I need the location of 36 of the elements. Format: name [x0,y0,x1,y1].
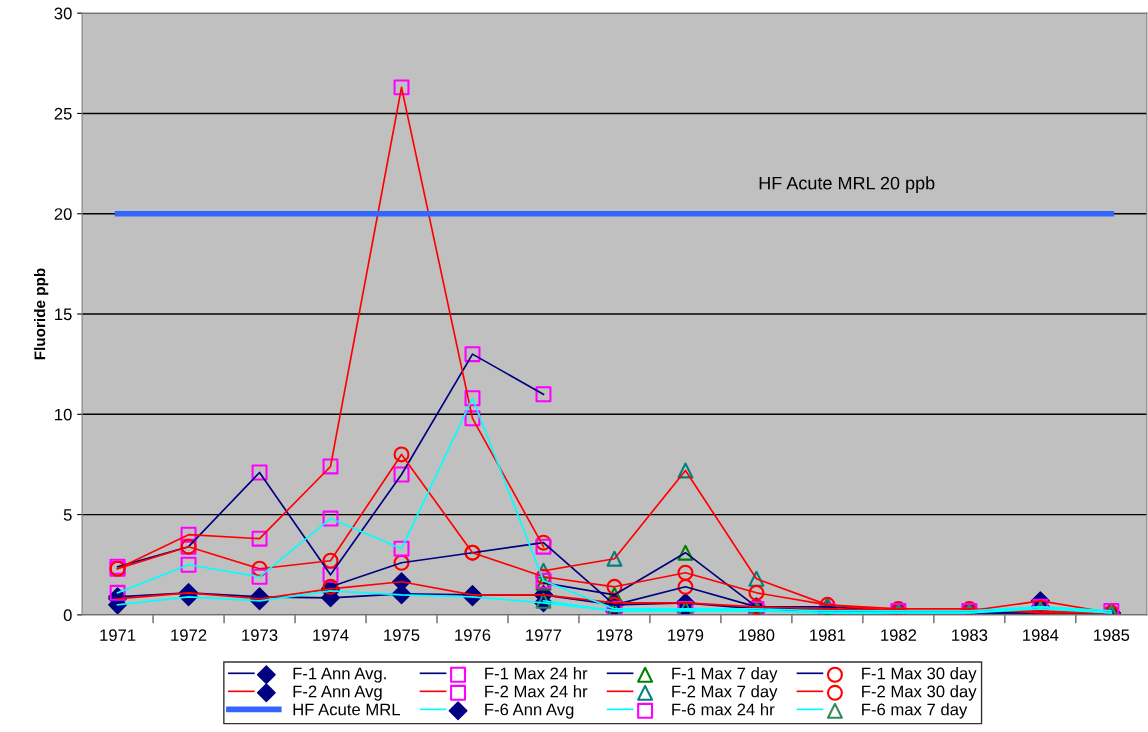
x-tick-label: 1982 [881,629,917,642]
legend-label: F-6 max 7 day [862,703,968,719]
legend-label: F-2 Max 24 hr [485,685,588,698]
x-tick-label: 1971 [100,629,136,642]
x-tick-label: 1983 [952,629,988,642]
legend-label: F-1 Max 7 day [672,667,778,683]
legend-label: F-6 Ann Avg [485,703,574,719]
x-tick-label: 1976 [455,629,491,642]
legend-label: F-1 Max 24 hr [485,667,588,680]
y-tick-label: 20 [54,208,72,220]
x-tick-label: 1974 [313,629,349,642]
y-tick-label: 10 [55,408,72,421]
legend-label: F-1 Ann Avg. [293,667,386,683]
x-tick-label: 1984 [1023,629,1059,642]
x-tick-label: 1979 [668,629,704,642]
y-tick-label: 30 [54,7,72,20]
legend-label: HF Acute MRL [293,703,400,716]
legend-label: F-6 max 24 hr [672,703,775,716]
y-tick-label: 25 [54,107,72,120]
y-tick-label: 0 [63,609,72,622]
x-tick-label: 1977 [526,629,562,642]
x-tick-label: 1973 [242,629,278,642]
legend-label: F-1 Max 30 day [862,667,977,683]
legend-label: F-2 Max 7 day [672,685,778,701]
legend-label: F-2 Max 30 day [862,685,977,701]
x-tick-label: 1975 [384,629,420,642]
y-tick-label: 5 [63,509,72,521]
y-tick-label: 15 [55,308,72,321]
x-tick-label: 1978 [597,629,633,642]
y-axis-title: Fluoride ppb [34,268,49,360]
annotation: HF Acute MRL 20 ppb [759,176,935,194]
x-tick-label: 1980 [739,629,775,642]
x-tick-label: 1981 [810,629,846,642]
legend-label: F-2 Ann Avg [293,685,382,701]
x-tick-label: 1985 [1094,629,1130,642]
x-tick-label: 1972 [171,629,207,642]
